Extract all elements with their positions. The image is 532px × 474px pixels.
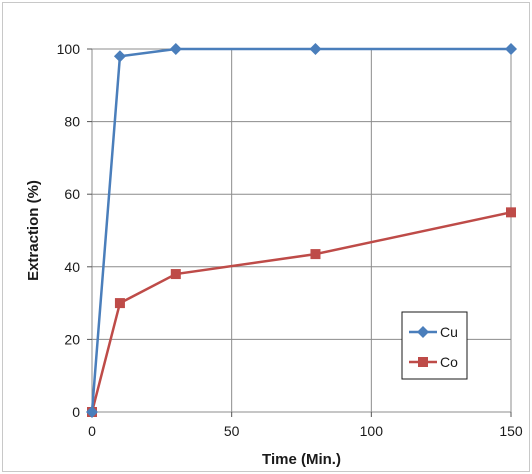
x-tick-label: 0 — [88, 423, 96, 439]
y-tick-label: 20 — [64, 331, 80, 347]
x-axis-title: Time (Min.) — [262, 451, 341, 468]
y-tick-label: 80 — [64, 114, 80, 130]
legend: Cu Co — [402, 312, 467, 379]
co-legend-marker — [418, 357, 428, 367]
cu-legend-label: Cu — [440, 324, 458, 340]
x-tick-label: 100 — [360, 423, 384, 439]
co-data-point — [506, 207, 516, 217]
co-data-point — [310, 249, 320, 259]
x-tick-label: 50 — [224, 423, 240, 439]
cu-data-point — [114, 50, 126, 62]
co-legend-label: Co — [440, 354, 458, 370]
y-axis-title: Extraction (%) — [25, 180, 42, 281]
y-tick-label: 60 — [64, 186, 80, 202]
x-tick-label: 150 — [499, 423, 523, 439]
cu-data-point — [309, 43, 321, 55]
cu-data-point — [505, 43, 517, 55]
y-tick-label: 100 — [57, 41, 81, 57]
y-tick-label: 0 — [72, 404, 80, 420]
co-data-point — [171, 269, 181, 279]
co-data-point — [115, 298, 125, 308]
y-tick-label: 40 — [64, 259, 80, 275]
cu-data-point — [170, 43, 182, 55]
